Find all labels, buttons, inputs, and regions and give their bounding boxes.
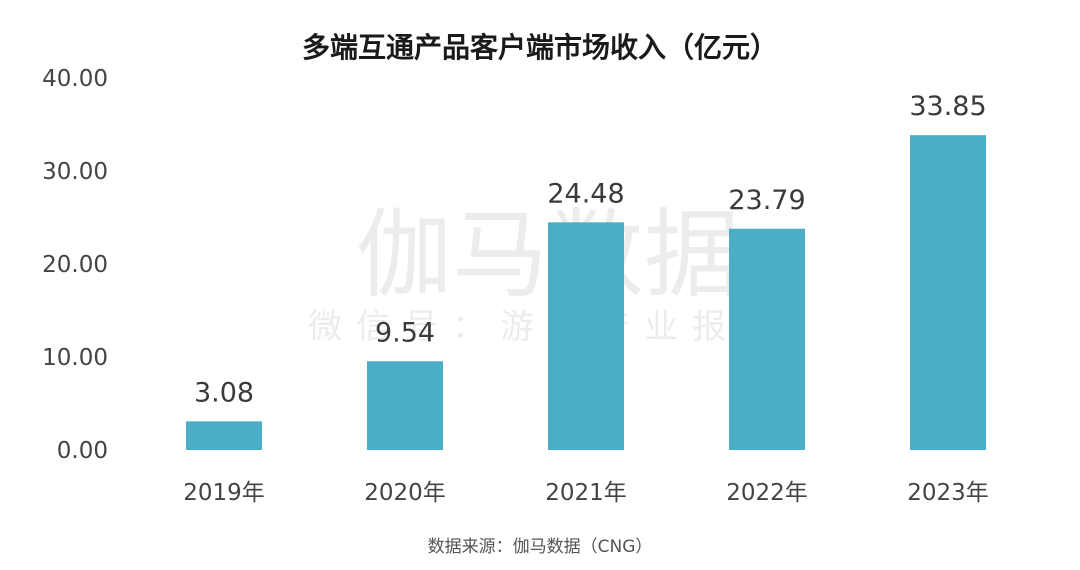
y-tick-label: 10.00	[42, 345, 108, 371]
y-axis: 0.00 10.00 20.00 30.00 40.00	[42, 66, 108, 464]
x-tick-label: 2019年	[183, 480, 265, 506]
x-axis: 2019年 2020年 2021年 2022年 2023年	[183, 480, 989, 506]
x-tick-label: 2023年	[907, 480, 989, 506]
bars-group	[186, 135, 986, 450]
x-tick-label: 2022年	[726, 480, 808, 506]
bar	[186, 421, 262, 450]
chart-title: 多端互通产品客户端市场收入（亿元）	[302, 31, 778, 64]
y-tick-label: 0.00	[57, 438, 108, 464]
y-tick-label: 30.00	[42, 159, 108, 185]
y-tick-label: 20.00	[42, 252, 108, 278]
source-note: 数据来源：伽马数据（CNG）	[428, 537, 653, 557]
bar	[367, 361, 443, 450]
data-label: 33.85	[909, 91, 986, 122]
data-labels-group: 3.08 9.54 24.48 23.79 33.85	[194, 91, 987, 408]
watermark-sub-text: 微信号：游戏产业报告	[308, 307, 788, 347]
data-label: 3.08	[194, 377, 254, 408]
bar	[729, 228, 805, 450]
data-label: 23.79	[728, 185, 805, 216]
bar	[910, 135, 986, 450]
x-tick-label: 2021年	[545, 480, 627, 506]
y-tick-label: 40.00	[42, 66, 108, 92]
data-label: 24.48	[547, 178, 624, 209]
x-tick-label: 2020年	[364, 480, 446, 506]
data-label: 9.54	[375, 317, 435, 348]
bar	[548, 222, 624, 450]
